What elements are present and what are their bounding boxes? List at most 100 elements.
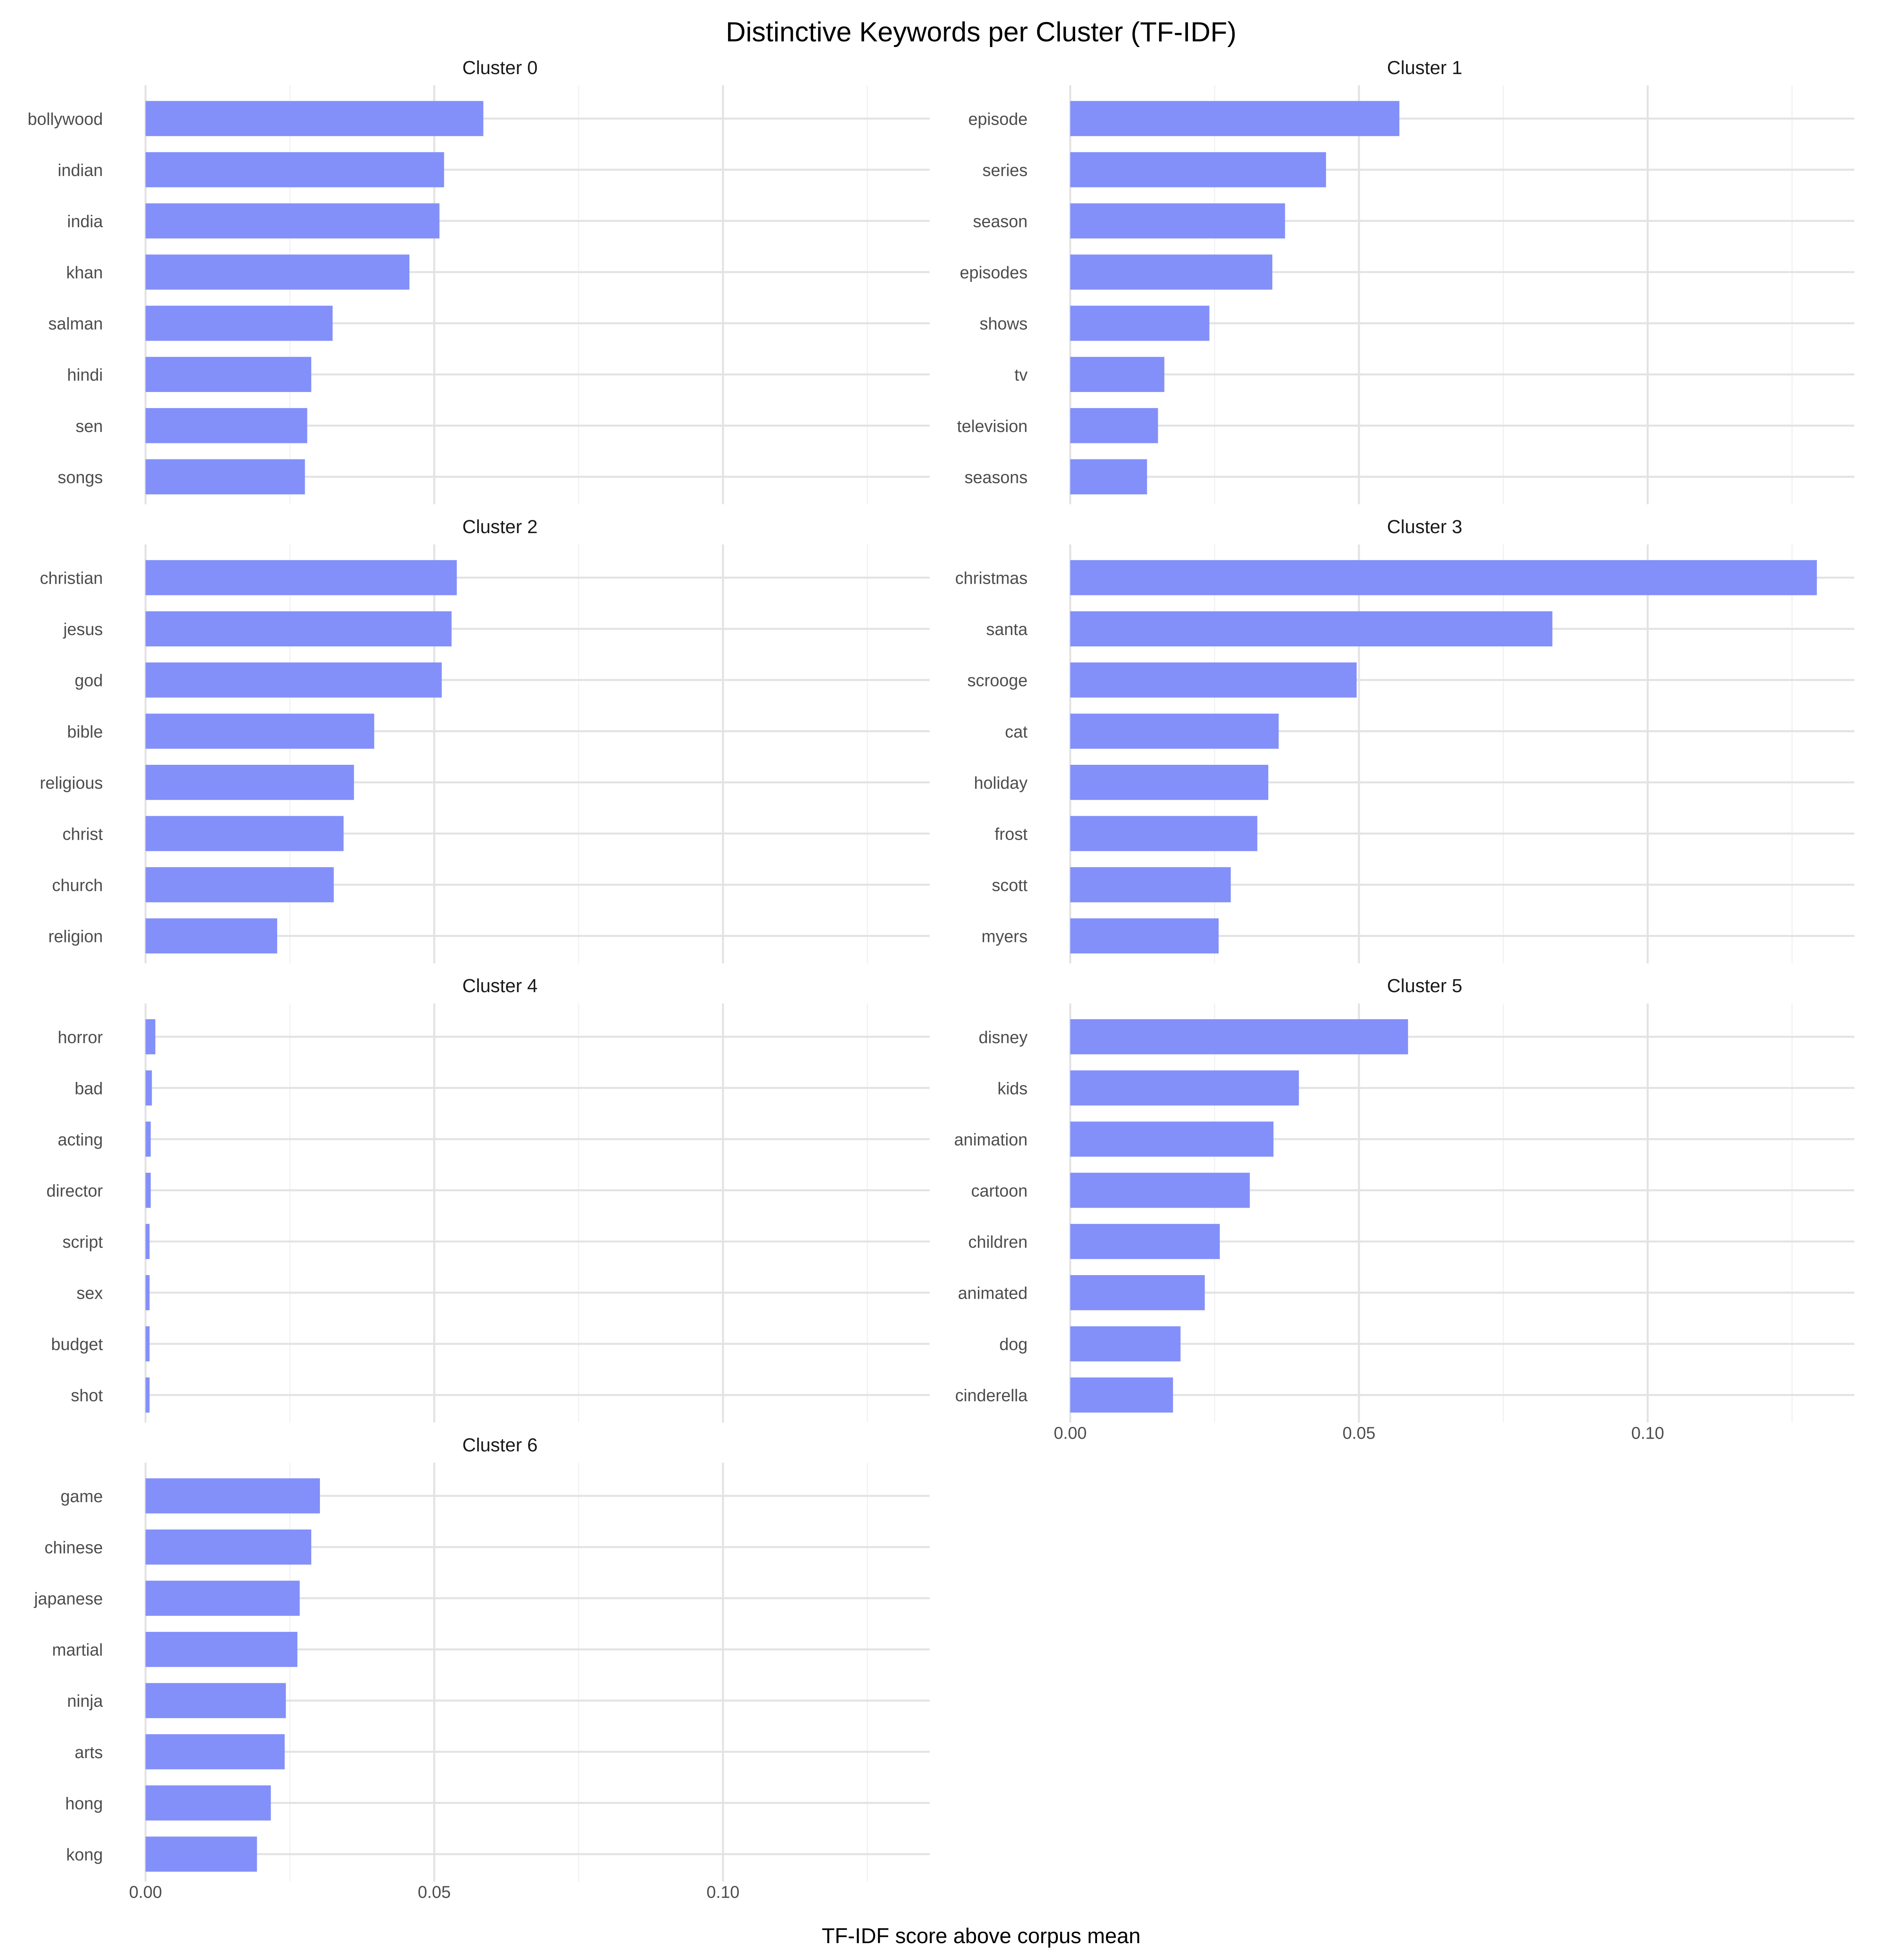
bar-bollywood (145, 101, 483, 136)
bar-television (1070, 408, 1158, 443)
bar-indian (145, 152, 444, 187)
category-label: christmas (955, 569, 1028, 588)
category-label: christ (62, 825, 103, 844)
facet-panel-3: Cluster 3 christmas santa scrooge cat holiday… (955, 517, 1855, 964)
x-tick-label: 0.05 (418, 1883, 451, 1902)
bar-tv (1070, 357, 1164, 392)
chart-title: Distinctive Keywords per Cluster (TF-IDF… (726, 16, 1236, 47)
facet-panel-1: Cluster 1 episode series season episodes show… (957, 58, 1855, 505)
category-label: god (74, 671, 103, 690)
category-label: animated (958, 1284, 1028, 1303)
facet-strip-label: Cluster 4 (462, 976, 538, 996)
category-label: christian (40, 569, 103, 588)
bar-christian (145, 560, 457, 595)
category-label: episode (968, 110, 1028, 129)
x-tick-label: 0.00 (129, 1883, 162, 1902)
category-label: ninja (67, 1692, 103, 1711)
category-label: disney (979, 1028, 1028, 1047)
bar-songs (145, 459, 305, 495)
bar-myers (1070, 918, 1219, 954)
category-label: holiday (974, 774, 1028, 793)
category-label: episodes (960, 263, 1028, 282)
bar-cartoon (1070, 1172, 1250, 1208)
category-label: seasons (965, 468, 1028, 487)
facet-strip-label: Cluster 6 (462, 1435, 538, 1455)
category-label: hong (65, 1794, 103, 1813)
bar-dog (1070, 1326, 1181, 1361)
bar-bad (145, 1070, 152, 1106)
bar-japanese (145, 1581, 300, 1616)
category-label: kids (997, 1079, 1028, 1098)
facet-panel-2: Cluster 2 christian jesus god bible religious… (40, 517, 930, 964)
category-label: religion (48, 927, 103, 946)
category-label: religious (40, 774, 103, 793)
category-label: dog (999, 1335, 1028, 1354)
category-label: animation (954, 1131, 1028, 1149)
bar-hindi (145, 357, 311, 392)
category-label: chinese (45, 1539, 103, 1557)
category-label: church (52, 876, 103, 895)
category-label: director (46, 1181, 103, 1200)
bar-horror (145, 1019, 156, 1054)
category-label: jesus (63, 620, 103, 639)
bar-sex (145, 1275, 150, 1310)
bar-hong (145, 1785, 271, 1821)
bar-acting (145, 1122, 151, 1157)
category-label: myers (981, 927, 1028, 946)
category-label: shot (71, 1387, 103, 1405)
category-label: india (67, 212, 103, 231)
category-label: salman (48, 315, 103, 334)
x-tick-label: 0.10 (1631, 1424, 1664, 1443)
category-label: children (968, 1233, 1028, 1252)
bar-christmas (1070, 560, 1817, 595)
facet-strip-label: Cluster 5 (1387, 976, 1462, 996)
bar-frost (1070, 816, 1257, 851)
bar-religion (145, 918, 277, 954)
category-label: bible (67, 722, 103, 741)
bar-animated (1070, 1275, 1205, 1310)
bar-disney (1070, 1019, 1408, 1054)
bar-arts (145, 1734, 285, 1769)
bar-scrooge (1070, 662, 1357, 698)
category-label: series (983, 161, 1028, 180)
bar-shot (145, 1377, 150, 1413)
bar-children (1070, 1224, 1220, 1259)
category-label: khan (66, 263, 103, 282)
category-label: acting (58, 1131, 103, 1149)
category-label: japanese (33, 1590, 103, 1608)
bar-director (145, 1172, 151, 1208)
category-label: indian (58, 161, 103, 180)
category-label: budget (51, 1335, 103, 1354)
bar-ninja (145, 1683, 286, 1719)
category-label: script (62, 1233, 103, 1252)
category-label: bollywood (27, 110, 103, 129)
facet-strip-label: Cluster 0 (462, 58, 538, 78)
bar-god (145, 662, 442, 698)
category-label: bad (74, 1079, 103, 1098)
category-label: cartoon (971, 1181, 1028, 1200)
bar-season (1070, 203, 1285, 239)
bar-episode (1070, 101, 1400, 136)
facet-strip-label: Cluster 1 (1387, 58, 1462, 78)
bar-christ (145, 816, 344, 851)
category-label: horror (58, 1028, 103, 1047)
bar-cinderella (1070, 1377, 1173, 1413)
bar-bible (145, 713, 374, 749)
category-label: kong (66, 1846, 103, 1864)
bar-animation (1070, 1122, 1274, 1157)
bar-series (1070, 152, 1326, 187)
bar-martial (145, 1632, 298, 1667)
x-tick-label: 0.10 (707, 1883, 739, 1902)
bar-santa (1070, 611, 1553, 646)
category-label: shows (979, 315, 1027, 334)
bar-kids (1070, 1070, 1299, 1106)
bar-religious (145, 765, 354, 800)
facet-strip-label: Cluster 3 (1387, 517, 1462, 537)
category-label: cat (1005, 722, 1028, 741)
category-label: sen (76, 417, 103, 436)
bar-budget (145, 1326, 150, 1361)
facet-strip-label: Cluster 2 (462, 517, 538, 537)
facet-panel-6: Cluster 6 game chinese japanese martial ninja… (33, 1435, 930, 1902)
category-label: martial (52, 1641, 103, 1660)
